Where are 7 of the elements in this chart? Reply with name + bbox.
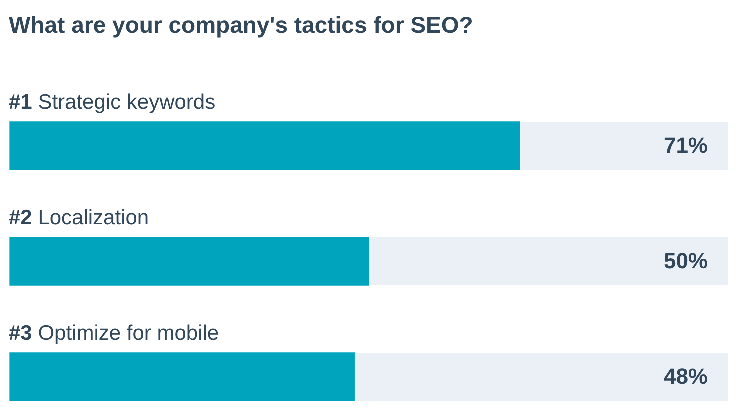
y-tick-label: #2 Localization [9, 206, 150, 230]
y-tick-label: #3 Optimize for mobile [9, 322, 220, 345]
data-label: 71% [664, 133, 708, 158]
chart-title: What are your company's tactics for SEO? [9, 12, 474, 38]
data-label: 50% [664, 248, 708, 274]
y-tick-label: #1 Strategic keywords [9, 91, 216, 114]
data-label: 48% [664, 364, 708, 390]
